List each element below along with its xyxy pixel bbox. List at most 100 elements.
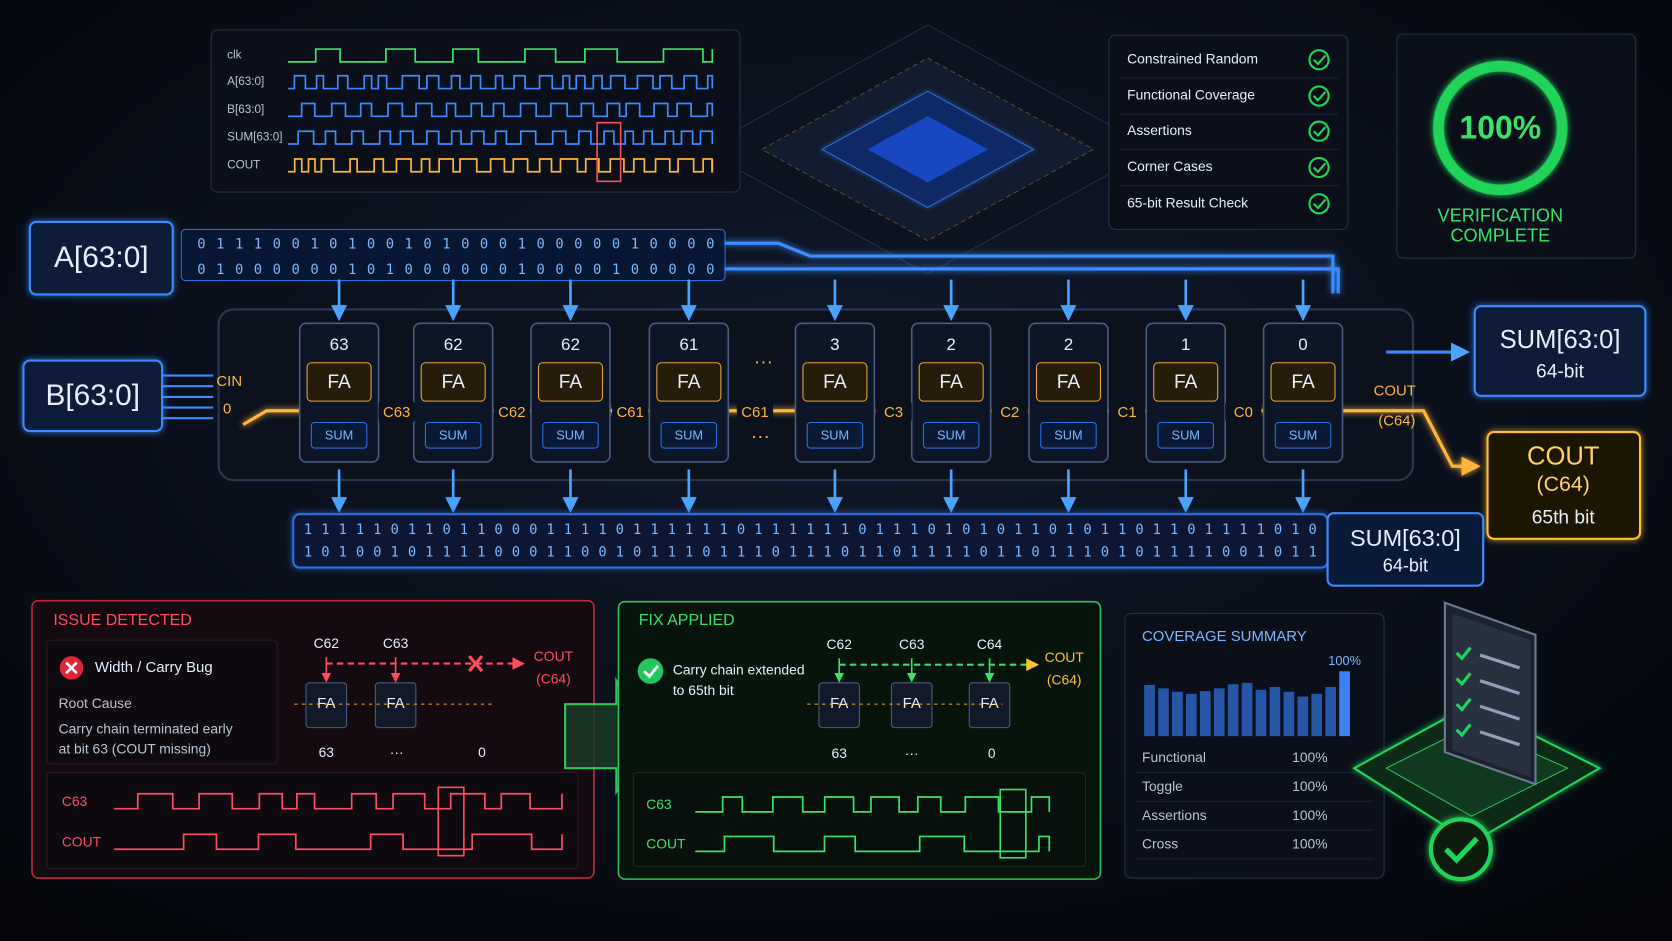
waveform xyxy=(114,792,563,810)
adder-core xyxy=(1153,362,1219,402)
fix-title: FIX APPLIED xyxy=(639,612,735,629)
adder-sum: SUM xyxy=(439,428,467,443)
cout-sub: (C64) xyxy=(1378,412,1415,429)
cout-sub: (C64) xyxy=(536,670,571,686)
adder-core xyxy=(1270,362,1336,402)
adder-bit: 2 xyxy=(1064,335,1073,354)
fa-label: FA xyxy=(386,695,404,712)
fix-icon xyxy=(637,658,664,684)
waveform xyxy=(287,130,714,145)
carry-tag xyxy=(991,401,1028,423)
fa-label: FA xyxy=(830,695,848,712)
fix-text: to 65th bit xyxy=(673,682,734,698)
carry-tag xyxy=(1108,401,1146,423)
signal-label: clk xyxy=(227,49,241,62)
coverage-bar xyxy=(1339,671,1350,737)
carry-label: C64 xyxy=(977,636,1003,652)
coverage-bar xyxy=(1311,693,1323,737)
issue-bug: Width / Carry Bug xyxy=(95,659,213,676)
waveform xyxy=(287,74,714,90)
coverage-row-name: Functional xyxy=(1142,749,1206,765)
carry-tag xyxy=(378,401,415,423)
coverage-bar xyxy=(1241,682,1253,737)
sum-tag xyxy=(1157,421,1215,449)
wave-highlight xyxy=(999,788,1027,859)
adder-sum: SUM xyxy=(556,428,584,443)
checklist: Constrained Random Functional Coverage Ass… xyxy=(1119,49,1339,215)
cin-label: CIN xyxy=(216,373,242,390)
fa-label: FA xyxy=(317,695,335,712)
checklist-panel xyxy=(1108,34,1349,230)
highlight xyxy=(596,121,622,183)
adder-sum: SUM xyxy=(821,428,849,443)
adder-sum: SUM xyxy=(325,428,353,443)
carry-label: C0 xyxy=(1234,404,1253,421)
signal-label: B[63:0] xyxy=(227,103,264,116)
sum-output-box xyxy=(1473,305,1647,397)
waveform-panel xyxy=(210,29,741,193)
signal-label: SUM[63:0] xyxy=(227,131,282,144)
fix-icon-check xyxy=(643,664,659,679)
bit-label: 0 xyxy=(988,745,996,761)
waveform xyxy=(114,833,563,851)
adder-core xyxy=(918,362,984,402)
adder-label: FA xyxy=(939,372,963,393)
coverage-bar xyxy=(1227,684,1239,737)
fa-block xyxy=(968,682,1011,729)
check-item: Functional Coverage xyxy=(1127,87,1255,103)
adder-label: FA xyxy=(823,372,847,393)
adder-label: FA xyxy=(1057,372,1081,393)
wave-label: C63 xyxy=(646,796,672,812)
coverage-bar xyxy=(1158,688,1169,737)
check-mark xyxy=(1312,198,1327,210)
adder-bit: 62 xyxy=(561,335,580,354)
bit-label: 63 xyxy=(319,744,335,760)
adder-sum: SUM xyxy=(1172,428,1200,443)
wave-label: COUT xyxy=(646,836,686,852)
sum-output-title: SUM[63:0] xyxy=(1500,326,1621,354)
coverage-bar xyxy=(1144,684,1155,737)
adder-label: FA xyxy=(559,372,583,393)
cout-output-line: (C64) xyxy=(1537,472,1590,496)
adder-core xyxy=(1035,362,1101,402)
carry-label: C62 xyxy=(498,404,525,421)
adder-bit: 1 xyxy=(1181,335,1190,354)
sum-bus-bits: 1 1 1 1 1 0 1 1 0 1 1 0 0 0 1 1 1 1 0 1 … xyxy=(304,522,1317,538)
carry-label: C2 xyxy=(1000,404,1019,421)
adder-label: FA xyxy=(327,372,351,393)
cout-label: COUT xyxy=(1374,382,1416,399)
adder-core xyxy=(656,362,722,402)
check-item: Constrained Random xyxy=(1127,50,1258,66)
clipboard-illustration xyxy=(1352,601,1602,882)
fix-text: Carry chain extended xyxy=(673,662,805,678)
coverage-row-value: 100% xyxy=(1292,836,1327,852)
adder-core xyxy=(802,362,868,402)
adder-core xyxy=(420,362,486,402)
bit-label: ··· xyxy=(905,745,919,761)
adder-sum: SUM xyxy=(1054,428,1082,443)
cout-sub: (C64) xyxy=(1047,671,1082,687)
coverage-title: COVERAGE SUMMARY xyxy=(1142,628,1307,645)
waveform xyxy=(287,102,714,118)
adder-sum: SUM xyxy=(675,428,703,443)
adder-bit: 62 xyxy=(444,335,463,354)
progress-label: 100% xyxy=(1459,110,1541,146)
issue-icon-x xyxy=(65,661,78,675)
carry-tag xyxy=(736,401,774,423)
cout-output-title: COUT xyxy=(1527,442,1600,470)
carry-tag xyxy=(493,401,530,423)
wave-highlight xyxy=(437,786,465,857)
a-bus-bits: 0 1 0 0 0 0 0 0 1 0 1 0 0 0 0 0 0 1 0 0 … xyxy=(197,262,714,278)
input-b-label: B[63:0] xyxy=(45,379,140,412)
carry-label: C63 xyxy=(899,636,925,652)
coverage-bar xyxy=(1325,686,1337,737)
carry-label: C61 xyxy=(617,404,644,421)
chip-illustration xyxy=(700,24,1155,275)
a-bus-bits: 0 1 1 1 0 0 1 0 1 0 0 1 0 1 0 0 0 1 0 0 … xyxy=(197,236,714,252)
check-icon xyxy=(1308,85,1330,107)
adder-core xyxy=(306,362,372,402)
a-bus-route xyxy=(725,241,1340,294)
sum-bus-title: SUM[63:0] xyxy=(1350,525,1461,551)
sum-tag xyxy=(310,421,368,449)
